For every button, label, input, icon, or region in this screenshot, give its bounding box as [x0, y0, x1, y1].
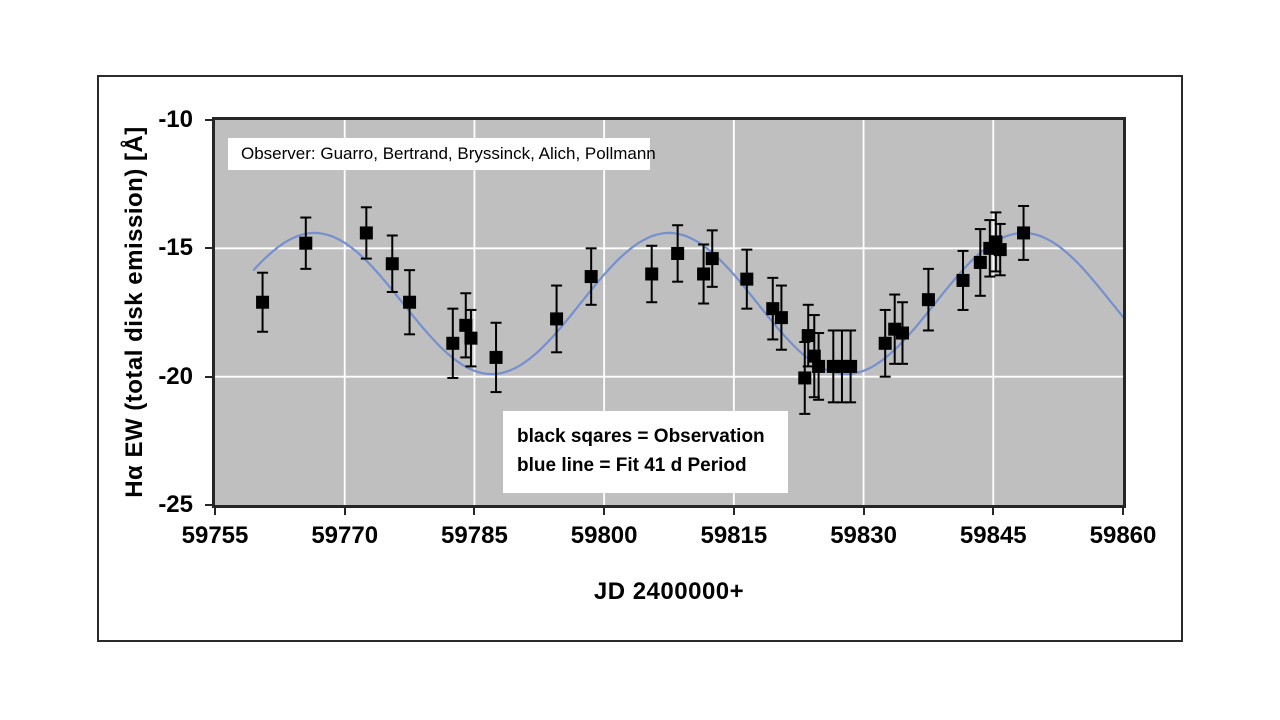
data-point-marker [459, 318, 473, 332]
data-point-marker [584, 270, 598, 284]
data-point-marker [798, 371, 812, 385]
observer-annotation: Observer: Guarro, Bertrand, Bryssinck, A… [228, 138, 656, 170]
observer-text: Observer: Guarro, Bertrand, Bryssinck, A… [241, 144, 656, 163]
data-point-marker [921, 293, 935, 307]
x-tick-mark [732, 508, 735, 515]
y-tick-label: -20 [158, 362, 193, 390]
data-point-marker [464, 331, 478, 345]
data-point-marker [446, 336, 460, 350]
x-tick-mark [992, 508, 995, 515]
legend-annotation: black sqares = Observation blue line = F… [503, 411, 788, 493]
legend-line-fit: blue line = Fit 41 d Period [517, 455, 747, 476]
data-point-marker [671, 246, 685, 260]
data-point-marker [812, 359, 826, 373]
x-tick-label: 59830 [830, 522, 897, 549]
x-tick-label: 59815 [700, 522, 768, 549]
x-tick-label: 59755 [181, 522, 249, 549]
y-tick-mark [205, 247, 212, 250]
x-tick-mark [473, 508, 476, 515]
y-tick-mark [205, 119, 212, 121]
y-tick-label: -10 [158, 106, 193, 133]
y-tick-mark [205, 375, 212, 378]
x-tick-label: 59770 [311, 522, 379, 549]
x-tick-label: 59800 [570, 522, 638, 549]
x-tick-mark [1122, 508, 1124, 515]
legend-line-observation: black sqares = Observation [517, 426, 765, 447]
data-point-marker [645, 267, 659, 281]
data-point-marker [973, 255, 987, 269]
data-point-marker [403, 295, 417, 309]
data-point-marker [359, 226, 373, 240]
data-point-marker [1017, 226, 1031, 240]
data-point-marker [489, 350, 503, 364]
data-point-marker [705, 252, 719, 266]
data-point-marker [385, 257, 399, 271]
data-point-marker [256, 295, 270, 309]
x-tick-label: 59860 [1089, 522, 1157, 549]
data-point-marker [956, 273, 970, 287]
data-point-marker [844, 359, 858, 373]
data-point-marker [807, 349, 821, 363]
y-tick-label: -15 [158, 234, 193, 262]
y-tick-label: -25 [158, 491, 193, 518]
fit-line [252, 231, 1123, 376]
x-tick-mark [603, 508, 606, 515]
x-tick-label: 59845 [959, 522, 1027, 549]
data-point-marker [895, 326, 909, 340]
data-point-marker [993, 243, 1007, 257]
y-axis-title: Hα EW (total disk emission) [Å] [121, 126, 148, 498]
x-tick-mark [862, 508, 865, 515]
data-point-marker [550, 312, 564, 326]
x-axis-title: JD 2400000+ [593, 578, 745, 605]
data-point-marker [299, 236, 313, 250]
data-point-marker [697, 267, 711, 281]
x-tick-label: 59785 [441, 522, 508, 549]
x-tick-mark [343, 508, 346, 515]
data-point-marker [740, 272, 754, 286]
x-tick-mark [214, 508, 216, 515]
data-point-marker [774, 311, 788, 325]
data-point-marker [801, 329, 815, 343]
data-point-marker [878, 336, 892, 350]
y-tick-mark [205, 504, 212, 506]
